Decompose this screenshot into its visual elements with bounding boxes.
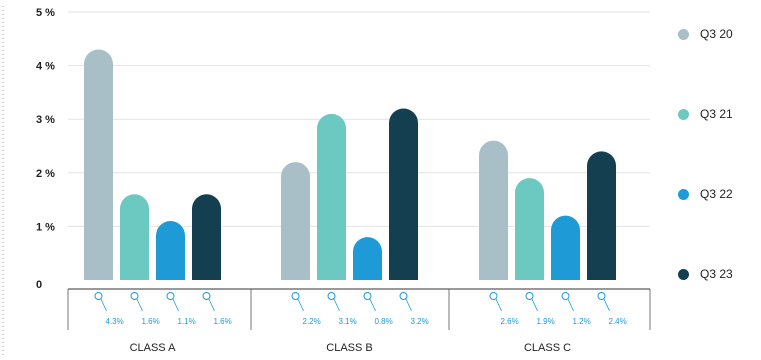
data-label-leader [405,298,412,312]
data-label: 2.6% [501,317,519,326]
legend-swatch [678,268,689,280]
y-tick-label: 4 % [36,61,55,73]
data-label-leader [603,298,610,312]
legend-item: Q3 21 [678,107,733,121]
bar-base [156,265,185,280]
bar [389,108,418,280]
legend-swatch [678,188,689,200]
y-tick-label: 3 % [36,114,55,126]
bar-base [389,265,418,280]
data-label: 1.6% [142,317,160,326]
bar-base [587,265,616,280]
data-label: 2.2% [303,317,321,326]
bars [84,49,616,280]
y-tick-label: 2 % [36,168,55,180]
bar-base [120,265,149,280]
bar [479,140,508,280]
bar-base [317,265,346,280]
legend-label: Q3 22 [700,187,733,201]
y-tick-label: 0 [36,279,42,291]
bar [156,221,185,280]
data-label: 1.1% [178,317,196,326]
bar-base [281,265,310,280]
legend-swatch [678,108,689,120]
data-label: 1.2% [573,317,591,326]
bar [515,178,544,280]
data-label: 1.6% [214,317,232,326]
y-tick-label: 5 % [36,7,55,19]
data-label-marker [202,292,211,300]
x-axis [67,288,651,330]
data-label-marker [561,292,570,300]
data-label: 1.9% [537,317,555,326]
data-label-leader [333,298,340,312]
data-label-marker [363,292,372,300]
data-label-leader [208,298,215,312]
bar [317,113,346,280]
data-label-marker [597,292,606,300]
data-label-leader [495,298,502,312]
legend-swatch [678,28,689,40]
bar-base [192,265,221,280]
bar-base [479,265,508,280]
data-label-marker [94,292,103,300]
legend-item: Q3 23 [678,267,733,281]
bar-base [353,265,382,280]
legend-label: Q3 21 [700,107,733,121]
data-label-leader [531,298,538,312]
legend-item: Q3 22 [678,187,733,201]
bar [281,162,310,280]
data-label: 0.8% [375,317,393,326]
data-label: 2.4% [609,317,627,326]
legend-label: Q3 23 [700,267,733,281]
legend-item: Q3 20 [678,27,733,41]
bar-base [84,265,113,280]
bar [84,49,113,280]
category-label: CLASS C [524,342,571,354]
gridlines [68,11,650,227]
bar [551,215,580,280]
data-label-leader [297,298,304,312]
y-tick-label: 1 % [36,221,55,233]
bar-base [551,265,580,280]
data-label-marker [291,292,300,300]
data-label-marker [130,292,139,300]
data-label-marker [489,292,498,300]
category-label: CLASS A [130,342,177,354]
bar-base [515,265,544,280]
y-axis-ticks: 0 1 % 2 % 3 % 4 % 5 % [36,7,55,291]
bar [587,151,616,280]
data-label-marker [166,292,175,300]
data-label-leader [136,298,143,312]
data-labels: 4.3% 1.6% 1.1% 1.6% 2.2% 3.1% 0.8% 3.2% 2.6% 1.9%… [94,292,627,326]
category-label: CLASS B [326,342,372,354]
category-labels: CLASS A CLASS B CLASS C [130,342,572,354]
data-label-marker [399,292,408,300]
data-label-leader [369,298,376,312]
data-label-marker [525,292,534,300]
legend: Q3 20 Q3 21 Q3 22 Q3 23 [678,0,758,300]
legend-label: Q3 20 [700,27,733,41]
bar [120,194,149,280]
data-label: 3.1% [339,317,357,326]
data-label: 4.3% [106,317,124,326]
data-label-leader [567,298,574,312]
bar [192,194,221,280]
data-label-marker [327,292,336,300]
data-label-leader [172,298,179,312]
data-label: 3.2% [411,317,429,326]
data-label-leader [100,298,107,312]
